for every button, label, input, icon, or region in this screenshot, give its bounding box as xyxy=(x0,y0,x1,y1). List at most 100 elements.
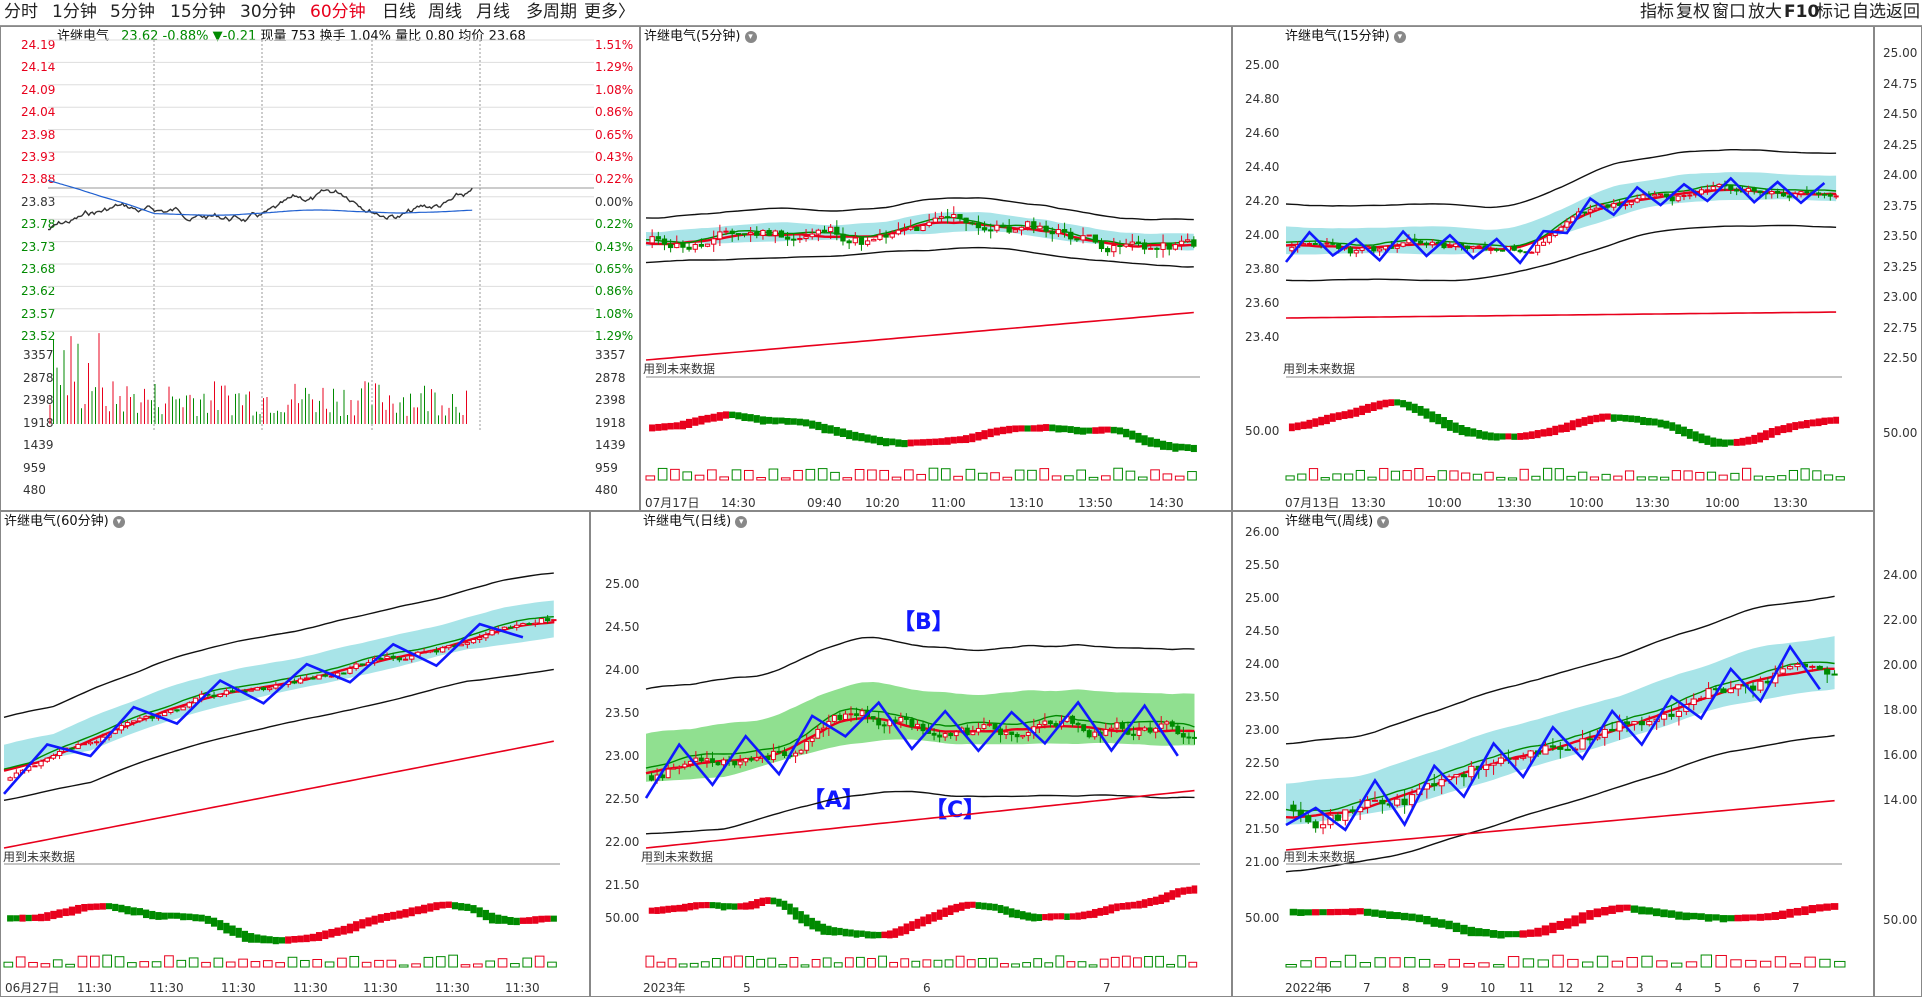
percent-tick: 1.08% xyxy=(595,306,634,321)
price-tick: 26.00 xyxy=(1245,525,1280,539)
date-tick: 6 xyxy=(1324,981,1332,995)
price-tick: 23.73 xyxy=(21,239,56,254)
price-tick: 23.00 xyxy=(605,749,640,763)
price-tick: 23.62 xyxy=(21,284,56,299)
price-tick: 22.50 xyxy=(1883,351,1918,365)
price-tick: 21.50 xyxy=(1245,822,1280,836)
time-tick: 11:30 xyxy=(363,981,398,995)
time-tick: 11:30 xyxy=(505,981,540,995)
period-tab-weekly[interactable]: 周线 xyxy=(428,2,462,22)
period-tab-multi[interactable]: 多周期 xyxy=(526,2,577,22)
period-tab-more[interactable]: 更多〉 xyxy=(584,2,635,22)
date-tick: 11 xyxy=(1519,981,1535,995)
time-tick: 13:30 xyxy=(1497,496,1532,510)
price-tick: 23.25 xyxy=(1883,259,1918,274)
time-tick: 11:30 xyxy=(435,981,470,995)
osc-tick: 50.00 xyxy=(605,911,640,925)
percent-tick: 1.08% xyxy=(595,82,634,97)
tool-back-button[interactable]: 返回 xyxy=(1886,2,1920,22)
percent-tick: 1.29% xyxy=(595,329,634,344)
m15-note: 用到未来数据 xyxy=(1283,362,1356,376)
price-tick: 23.83 xyxy=(21,194,56,209)
percent-tick: 1.29% xyxy=(595,60,634,75)
price-tick: 22.00 xyxy=(605,835,640,849)
price-tick: 24.50 xyxy=(605,620,640,634)
time-tick: 13:10 xyxy=(1009,496,1044,510)
time-tick: 11:00 xyxy=(931,496,966,510)
percent-tick: 0.65% xyxy=(595,262,634,276)
tool-zoom-button[interactable]: 放大 xyxy=(1748,2,1782,22)
price-tick: 24.20 xyxy=(1245,194,1280,208)
wave-label-c: 【C】 xyxy=(925,798,986,823)
price-tick: 24.75 xyxy=(1883,76,1918,91)
time-tick: 06月27日 xyxy=(5,981,60,995)
price-tick: 24.25 xyxy=(1883,137,1918,152)
volume-tick-right: 1439 xyxy=(595,438,626,452)
price-tick: 23.00 xyxy=(1883,290,1918,304)
tool-watchlist-button[interactable]: 自选 xyxy=(1852,2,1886,22)
price-tick: 25.50 xyxy=(1245,558,1280,572)
volume-tick-right: 959 xyxy=(595,460,618,475)
period-tab-30min[interactable]: 30分钟 xyxy=(240,2,296,22)
date-tick: 5 xyxy=(1714,981,1722,995)
weekly-panel[interactable]: 许继电气(周线) ▾ 用到未来数据 26.00 25.50 25.00 24.50 24… xyxy=(1232,511,1874,997)
time-tick: 14:30 xyxy=(721,496,756,510)
price-tick: 23.57 xyxy=(21,306,56,321)
m60-menu-icon[interactable]: ▾ xyxy=(112,515,125,528)
period-tab-5min[interactable]: 5分钟 xyxy=(110,2,155,22)
price-tick: 22.00 xyxy=(1245,789,1280,803)
period-tab-monthly[interactable]: 月线 xyxy=(476,2,510,22)
weekly-note: 用到未来数据 xyxy=(1283,850,1356,864)
time-tick: 11:30 xyxy=(149,981,184,995)
percent-tick: 0.00% xyxy=(595,194,634,209)
m15-menu-icon[interactable]: ▾ xyxy=(1393,30,1406,43)
m5-menu-icon[interactable]: ▾ xyxy=(744,30,757,43)
volume-tick: 480 xyxy=(23,483,46,497)
price-tick: 24.00 xyxy=(605,663,640,677)
turnover-label: 换手 xyxy=(319,29,346,44)
price-tick: 24.80 xyxy=(1245,92,1280,106)
period-tab-60min[interactable]: 60分钟 xyxy=(310,2,366,22)
tool-adjust-button[interactable]: 复权 xyxy=(1676,2,1710,22)
time-tick: 11:30 xyxy=(77,981,112,995)
volume-tick-right: 1918 xyxy=(595,415,626,430)
osc-tick: 50.00 xyxy=(1883,426,1918,440)
price-tick: 24.40 xyxy=(1245,160,1280,174)
price-tick: 24.50 xyxy=(1245,624,1280,638)
tool-indicator-button[interactable]: 指标 xyxy=(1640,2,1674,22)
daily-panel[interactable]: 许继电气(日线) ▾ 用到未来数据 【A】 【B】 【C】 25.00 24.50… xyxy=(590,511,1232,997)
daily-menu-icon[interactable]: ▾ xyxy=(735,515,748,528)
m15-panel[interactable]: 许继电气(15分钟) ▾ 用到未来数据 25.00 24.80 24.60 24.40… xyxy=(1232,26,1874,511)
period-tab-1min[interactable]: 1分钟 xyxy=(52,2,97,22)
volume-value: 753 xyxy=(290,29,316,44)
time-tick: 13:30 xyxy=(1773,496,1808,510)
price-tick: 22.50 xyxy=(1245,756,1280,770)
tool-window-button[interactable]: 窗口 xyxy=(1712,2,1746,22)
date-tick: 2 xyxy=(1597,981,1605,995)
period-tab-15min[interactable]: 15分钟 xyxy=(170,2,226,22)
date-tick: 5 xyxy=(743,981,751,995)
percent-tick: 0.43% xyxy=(595,239,634,254)
percent-tick: 0.22% xyxy=(595,172,634,187)
period-tab-intraday[interactable]: 分时 xyxy=(4,2,38,22)
period-tab-daily[interactable]: 日线 xyxy=(382,2,416,22)
tool-f10-button[interactable]: F10 xyxy=(1784,2,1820,22)
tool-mark-button[interactable]: 标记 xyxy=(1816,2,1850,22)
date-tick: 8 xyxy=(1402,981,1410,995)
price-tick: 24.14 xyxy=(21,60,56,75)
m5-panel[interactable]: 许继电气(5分钟) ▾ 用到未来数据 07月17日 14:30 09:40 10:20… xyxy=(640,26,1232,511)
percent-tick: 1.51% xyxy=(595,38,634,52)
price-tick: 24.50 xyxy=(1883,107,1918,121)
weekly-title-text: 许继电气(周线) xyxy=(1285,514,1374,529)
intraday-panel[interactable]: 许继电气 23.62 -0.88% ▼-0.21 现量 753 换手 1.04%… xyxy=(0,26,640,511)
price-tick: 23.80 xyxy=(1245,262,1280,276)
price-tick: 24.60 xyxy=(1245,126,1280,140)
m60-title-text: 许继电气(60分钟) xyxy=(4,514,109,529)
weekly-menu-icon[interactable]: ▾ xyxy=(1377,515,1390,528)
price-tick: 24.00 xyxy=(1245,657,1280,671)
price-tick: 25.00 xyxy=(605,577,640,591)
m60-panel[interactable]: 许继电气(60分钟) ▾ 用到未来数据 06月27日 11:30 11:30 11:3… xyxy=(0,511,590,997)
date-tick: 7 xyxy=(1363,981,1371,995)
osc-tick-lower: 50.00 xyxy=(1883,913,1918,927)
time-tick: 07月17日 xyxy=(645,496,700,510)
